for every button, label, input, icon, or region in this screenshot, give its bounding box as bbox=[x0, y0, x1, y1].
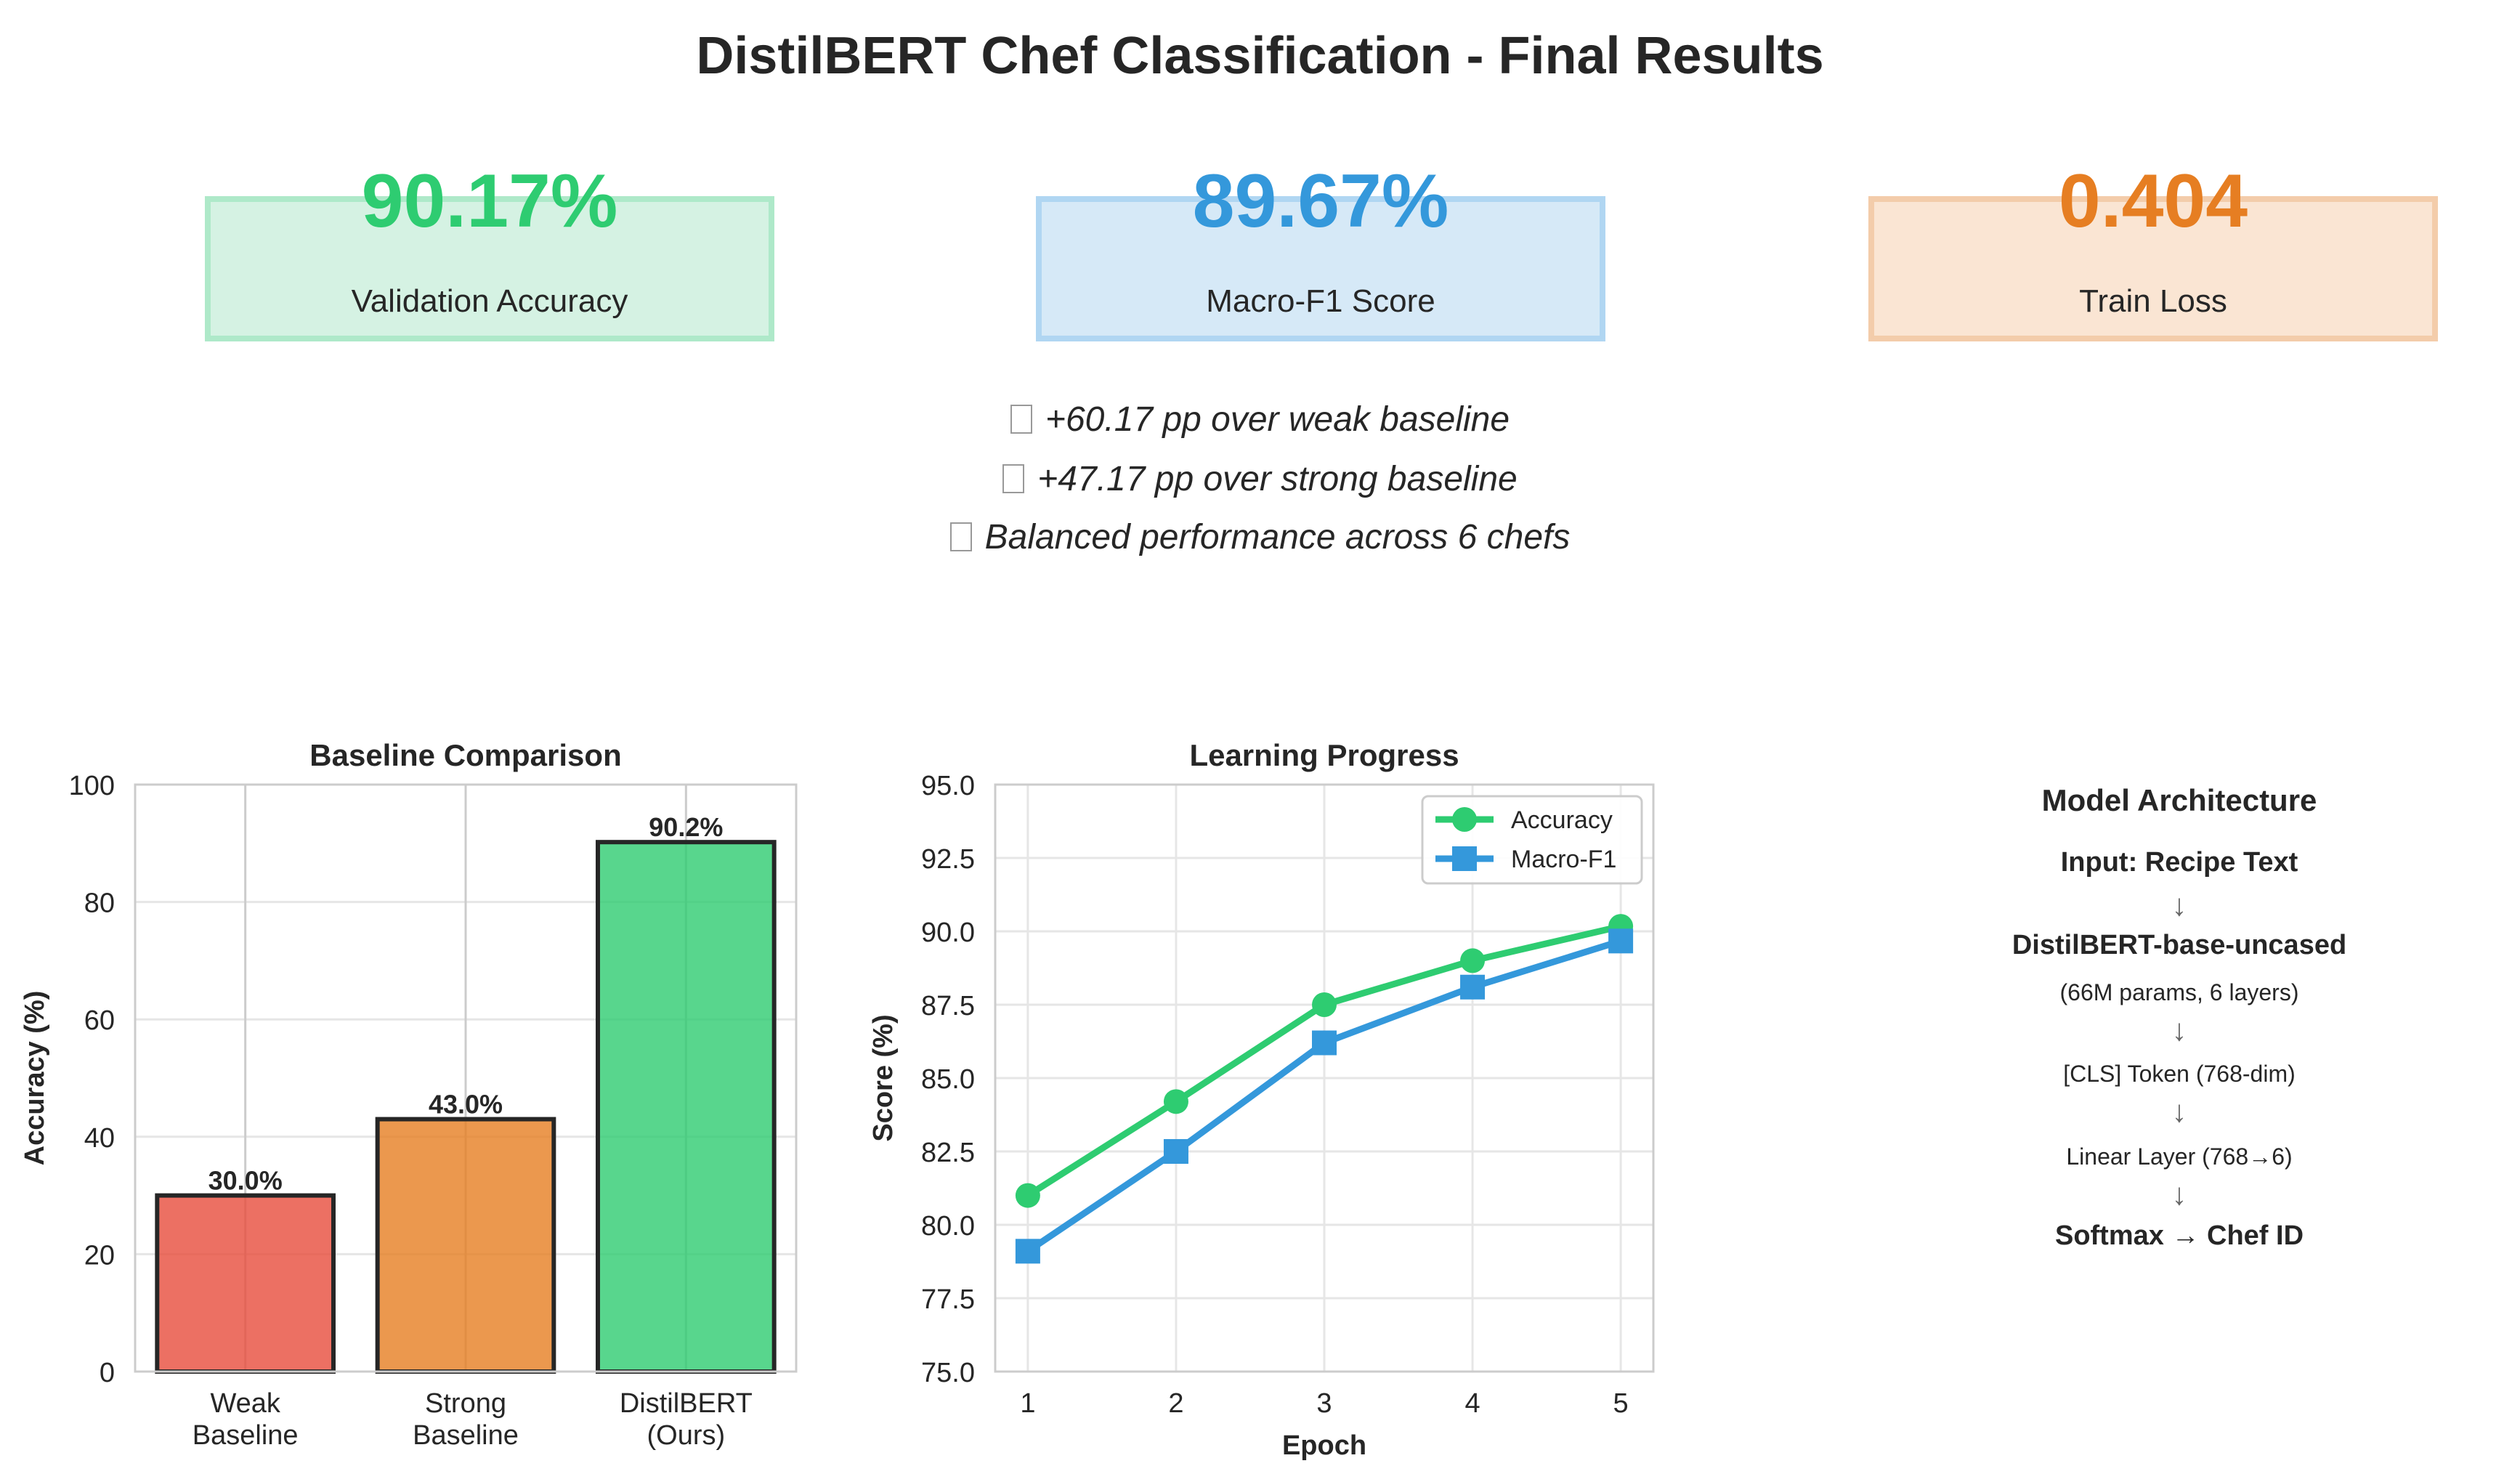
data-point bbox=[1015, 1239, 1040, 1264]
x-axis-label: Epoch bbox=[1282, 1430, 1366, 1461]
arrow-down-icon: ↓ bbox=[2171, 888, 2187, 922]
y-tick-label: 77.5 bbox=[921, 1284, 975, 1315]
plot-frame bbox=[134, 783, 798, 1373]
data-point bbox=[1163, 1139, 1188, 1164]
bar bbox=[155, 1193, 336, 1374]
legend-marker bbox=[1452, 846, 1477, 871]
y-axis-label: Score (%) bbox=[868, 1014, 899, 1141]
y-tick-label: 0 bbox=[100, 1358, 115, 1388]
data-point bbox=[1460, 948, 1486, 973]
accuracy-label: Validation Accuracy bbox=[351, 283, 628, 319]
x-tick-label: 4 bbox=[1464, 1388, 1480, 1419]
arch-step-linear: Linear Layer (768→6) bbox=[2066, 1143, 2293, 1170]
bar-value-label: 90.2% bbox=[649, 812, 723, 842]
macro-f1-card bbox=[1036, 196, 1605, 341]
highlight-weak-baseline: +60.17 pp over weak baseline bbox=[0, 400, 2520, 440]
chart-title: Baseline Comparison bbox=[309, 738, 621, 772]
highlight-text: Balanced performance across 6 chefs bbox=[984, 518, 1571, 556]
arch-step-softmax: Softmax → Chef ID bbox=[2054, 1220, 2304, 1251]
train-loss-label: Train Loss bbox=[2079, 283, 2227, 319]
bar bbox=[375, 1117, 556, 1374]
y-axis-label: Accuracy (%) bbox=[20, 991, 50, 1166]
data-point bbox=[1312, 1030, 1337, 1056]
bar-value-label: 43.0% bbox=[429, 1090, 503, 1119]
arrow-down-icon: ↓ bbox=[2171, 1094, 2187, 1128]
train-loss-value: 0.404 bbox=[2058, 159, 2248, 243]
data-point bbox=[1608, 928, 1634, 954]
page-title: DistilBERT Chef Classification - Final R… bbox=[696, 27, 1824, 85]
highlight-strong-baseline: +47.17 pp over strong baseline bbox=[0, 459, 2520, 499]
missing-glyph-icon bbox=[1002, 464, 1025, 493]
y-tick-label: 100 bbox=[69, 771, 115, 801]
accuracy-value: 90.17% bbox=[361, 159, 618, 243]
y-tick-label: 20 bbox=[84, 1240, 115, 1271]
x-tick-label: (Ours) bbox=[647, 1420, 726, 1451]
baseline-comparison-chart: 30.0%WeakBaseline43.0%StrongBaseline90.2… bbox=[20, 738, 798, 1451]
data-point bbox=[1460, 974, 1486, 1000]
x-tick-label: 3 bbox=[1316, 1388, 1332, 1419]
train-loss-card bbox=[1868, 196, 2438, 341]
arch-step-encoder: DistilBERT-base-uncased bbox=[2011, 930, 2347, 960]
y-tick-label: 85.0 bbox=[921, 1064, 975, 1095]
bar-value-label: 30.0% bbox=[208, 1166, 283, 1196]
y-tick-label: 80 bbox=[84, 888, 115, 919]
legend-label: Accuracy bbox=[1511, 806, 1613, 834]
y-tick-label: 95.0 bbox=[921, 771, 975, 801]
x-tick-label: Baseline bbox=[413, 1420, 519, 1451]
y-tick-label: 87.5 bbox=[921, 991, 975, 1021]
x-tick-label: 1 bbox=[1020, 1388, 1035, 1419]
y-tick-label: 80.0 bbox=[921, 1211, 975, 1242]
y-tick-label: 90.0 bbox=[921, 918, 975, 948]
plot-frame bbox=[994, 783, 1655, 1373]
x-tick-label: Strong bbox=[425, 1388, 506, 1419]
highlight-text: +60.17 pp over weak baseline bbox=[1045, 400, 1510, 439]
y-tick-label: 82.5 bbox=[921, 1138, 975, 1168]
arch-step-encoder-detail: (66M params, 6 layers) bbox=[2059, 979, 2299, 1005]
y-tick-label: 75.0 bbox=[921, 1358, 975, 1388]
x-tick-label: DistilBERT bbox=[620, 1388, 753, 1419]
chart-title: Learning Progress bbox=[1189, 738, 1459, 772]
highlight-balanced: Balanced performance across 6 chefs bbox=[0, 517, 2520, 557]
data-point bbox=[1015, 1183, 1040, 1208]
y-tick-label: 60 bbox=[84, 1005, 115, 1036]
arch-step-input: Input: Recipe Text bbox=[2060, 847, 2298, 878]
data-point bbox=[1312, 992, 1337, 1017]
y-tick-label: 92.5 bbox=[921, 844, 975, 875]
macro-f1-value: 89.67% bbox=[1192, 159, 1449, 243]
legend-label: Macro-F1 bbox=[1511, 846, 1616, 873]
x-tick-label: 2 bbox=[1168, 1388, 1183, 1419]
bar bbox=[596, 840, 777, 1374]
macro-f1-label: Macro-F1 Score bbox=[1206, 283, 1435, 319]
arrow-down-icon: ↓ bbox=[2171, 1013, 2187, 1047]
missing-glyph-icon bbox=[949, 522, 972, 551]
learning-progress-chart: 75.0 77.5 80.0 82.5 85.0 87.5 90.0 92.5 95.0 1 2 3 4… bbox=[868, 738, 1655, 1461]
highlight-text: +47.17 pp over strong baseline bbox=[1037, 460, 1518, 498]
architecture-title: Model Architecture bbox=[2041, 783, 2317, 817]
missing-glyph-icon bbox=[1010, 405, 1032, 434]
x-tick-label: Baseline bbox=[193, 1420, 299, 1451]
accuracy-card bbox=[205, 196, 774, 341]
y-tick-label: 40 bbox=[84, 1123, 115, 1154]
x-tick-label: Weak bbox=[210, 1388, 280, 1419]
arch-step-cls: [CLS] Token (768-dim) bbox=[2063, 1061, 2296, 1087]
x-tick-label: 5 bbox=[1613, 1388, 1629, 1419]
legend-marker bbox=[1452, 807, 1477, 832]
arrow-down-icon: ↓ bbox=[2171, 1177, 2187, 1211]
data-point bbox=[1163, 1089, 1188, 1114]
